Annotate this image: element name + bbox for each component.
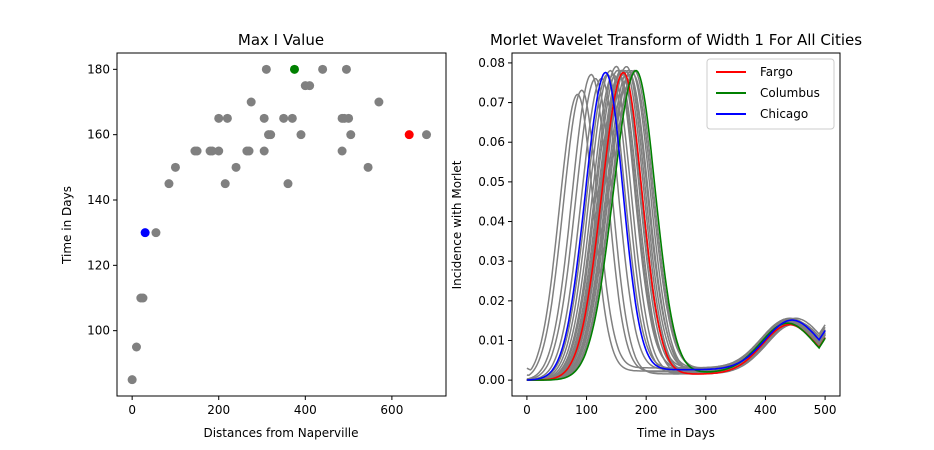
scatter-point-16 [231, 162, 241, 172]
right-y-tick-label-5: 0.05 [478, 175, 505, 189]
scatter-point-13 [214, 113, 224, 123]
left-y-tick-label-2: 140 [87, 193, 110, 207]
right-y-tick-label-8: 0.08 [478, 56, 505, 70]
right-y-tick-label-4: 0.04 [478, 215, 505, 229]
scatter-point-42 [422, 130, 432, 140]
scatter-point-5 [151, 228, 161, 238]
left-x-tick-label-1: 200 [207, 403, 230, 417]
left-x-tick-label-2: 400 [294, 403, 317, 417]
scatter-point-6 [164, 179, 174, 189]
right-y-tick-label-2: 0.02 [478, 294, 505, 308]
left-x-tick-label-3: 600 [380, 403, 403, 417]
scatter-point-38 [346, 130, 356, 140]
scatter-point-33 [337, 146, 347, 156]
left-x-axis-label: Distances from Naperville [203, 426, 358, 440]
background-series-line-3 [526, 77, 826, 381]
left-y-tick-label-4: 180 [87, 62, 110, 76]
scatter-point-32 [318, 64, 328, 74]
left-y-tick-label-1: 120 [87, 258, 110, 272]
scatter-point-7 [170, 162, 180, 172]
scatter-point-14 [220, 179, 230, 189]
left-y-tick-label-0: 100 [87, 324, 110, 338]
right-y-axis-ticks: 0.00 0.01 0.02 0.03 0.04 0.05 0.06 0.07 0.08 [478, 56, 512, 387]
scatter-point-31 [305, 81, 315, 91]
right-y-tick-label-7: 0.07 [478, 96, 505, 110]
scatter-point-3 [138, 293, 148, 303]
scatter-point-36 [341, 64, 351, 74]
left-plot-frame [116, 52, 447, 397]
scatter-point-27 [287, 113, 297, 123]
morlet-series-lines [526, 65, 826, 381]
scatter-point-24 [266, 130, 276, 140]
legend-box [706, 58, 835, 130]
right-y-tick-label-0: 0.00 [478, 373, 505, 387]
scatter-points [127, 64, 432, 385]
left-y-tick-label-3: 160 [87, 128, 110, 142]
legend-label-columbus: Columbus [760, 86, 820, 100]
legend-entry-fargo: Fargo [716, 65, 793, 79]
scatter-point-19 [246, 97, 256, 107]
scatter-point-29 [296, 130, 306, 140]
scatter-point-15 [222, 113, 232, 123]
right-x-axis-label: Time in Days [636, 426, 715, 440]
morlet-line-chart: Morlet Wavelet Transform of Width 1 For … [450, 31, 862, 440]
right-x-axis-ticks: 0 100 200 300 400 500 [523, 396, 837, 417]
scatter-point-26 [283, 179, 293, 189]
scatter-point-20 [259, 146, 269, 156]
legend-entry-chicago: Chicago [716, 107, 808, 121]
right-x-tick-label-1: 100 [575, 403, 598, 417]
right-y-axis-label: Incidence with Morlet [450, 160, 464, 289]
right-x-tick-label-4: 400 [754, 403, 777, 417]
scatter-point-22 [261, 64, 271, 74]
right-x-tick-label-0: 0 [523, 403, 531, 417]
scatter-point-12 [214, 146, 224, 156]
legend-entry-columbus: Columbus [716, 86, 820, 100]
left-y-axis-label: Time in Days [60, 186, 74, 265]
right-x-tick-label-5: 500 [814, 403, 837, 417]
right-chart-title: Morlet Wavelet Transform of Width 1 For … [490, 31, 862, 49]
left-chart-title: Max I Value [238, 31, 324, 49]
scatter-point-28 [289, 64, 299, 74]
right-x-tick-label-2: 200 [635, 403, 658, 417]
max-i-scatter-chart: Max I Value 0 200 400 600 100 120 140 160 180 D… [60, 31, 447, 440]
left-x-tick-label-0: 0 [128, 403, 136, 417]
scatter-point-25 [279, 113, 289, 123]
legend-label-chicago: Chicago [760, 107, 808, 121]
right-y-tick-label-1: 0.01 [478, 333, 505, 347]
background-series-line-15 [526, 65, 826, 381]
scatter-point-41 [404, 130, 414, 140]
legend-label-fargo: Fargo [760, 65, 793, 79]
background-series-line-20 [526, 69, 826, 381]
scatter-point-18 [244, 146, 254, 156]
scatter-point-39 [363, 162, 373, 172]
series-line-chicago [526, 71, 826, 381]
right-y-tick-label-6: 0.06 [478, 135, 505, 149]
scatter-point-21 [259, 113, 269, 123]
scatter-point-11 [207, 146, 217, 156]
scatter-point-1 [131, 342, 141, 352]
legend: Fargo Columbus Chicago [706, 58, 835, 130]
scatter-point-37 [344, 113, 354, 123]
right-plot-frame [511, 52, 841, 397]
left-x-axis-ticks: 0 200 400 600 [128, 396, 403, 417]
scatter-point-40 [374, 97, 384, 107]
right-y-tick-label-3: 0.03 [478, 254, 505, 268]
scatter-point-9 [192, 146, 202, 156]
scatter-point-0 [127, 375, 137, 385]
left-y-axis-ticks: 100 120 140 160 180 [87, 62, 117, 338]
scatter-point-4 [140, 228, 150, 238]
right-x-tick-label-3: 300 [694, 403, 717, 417]
